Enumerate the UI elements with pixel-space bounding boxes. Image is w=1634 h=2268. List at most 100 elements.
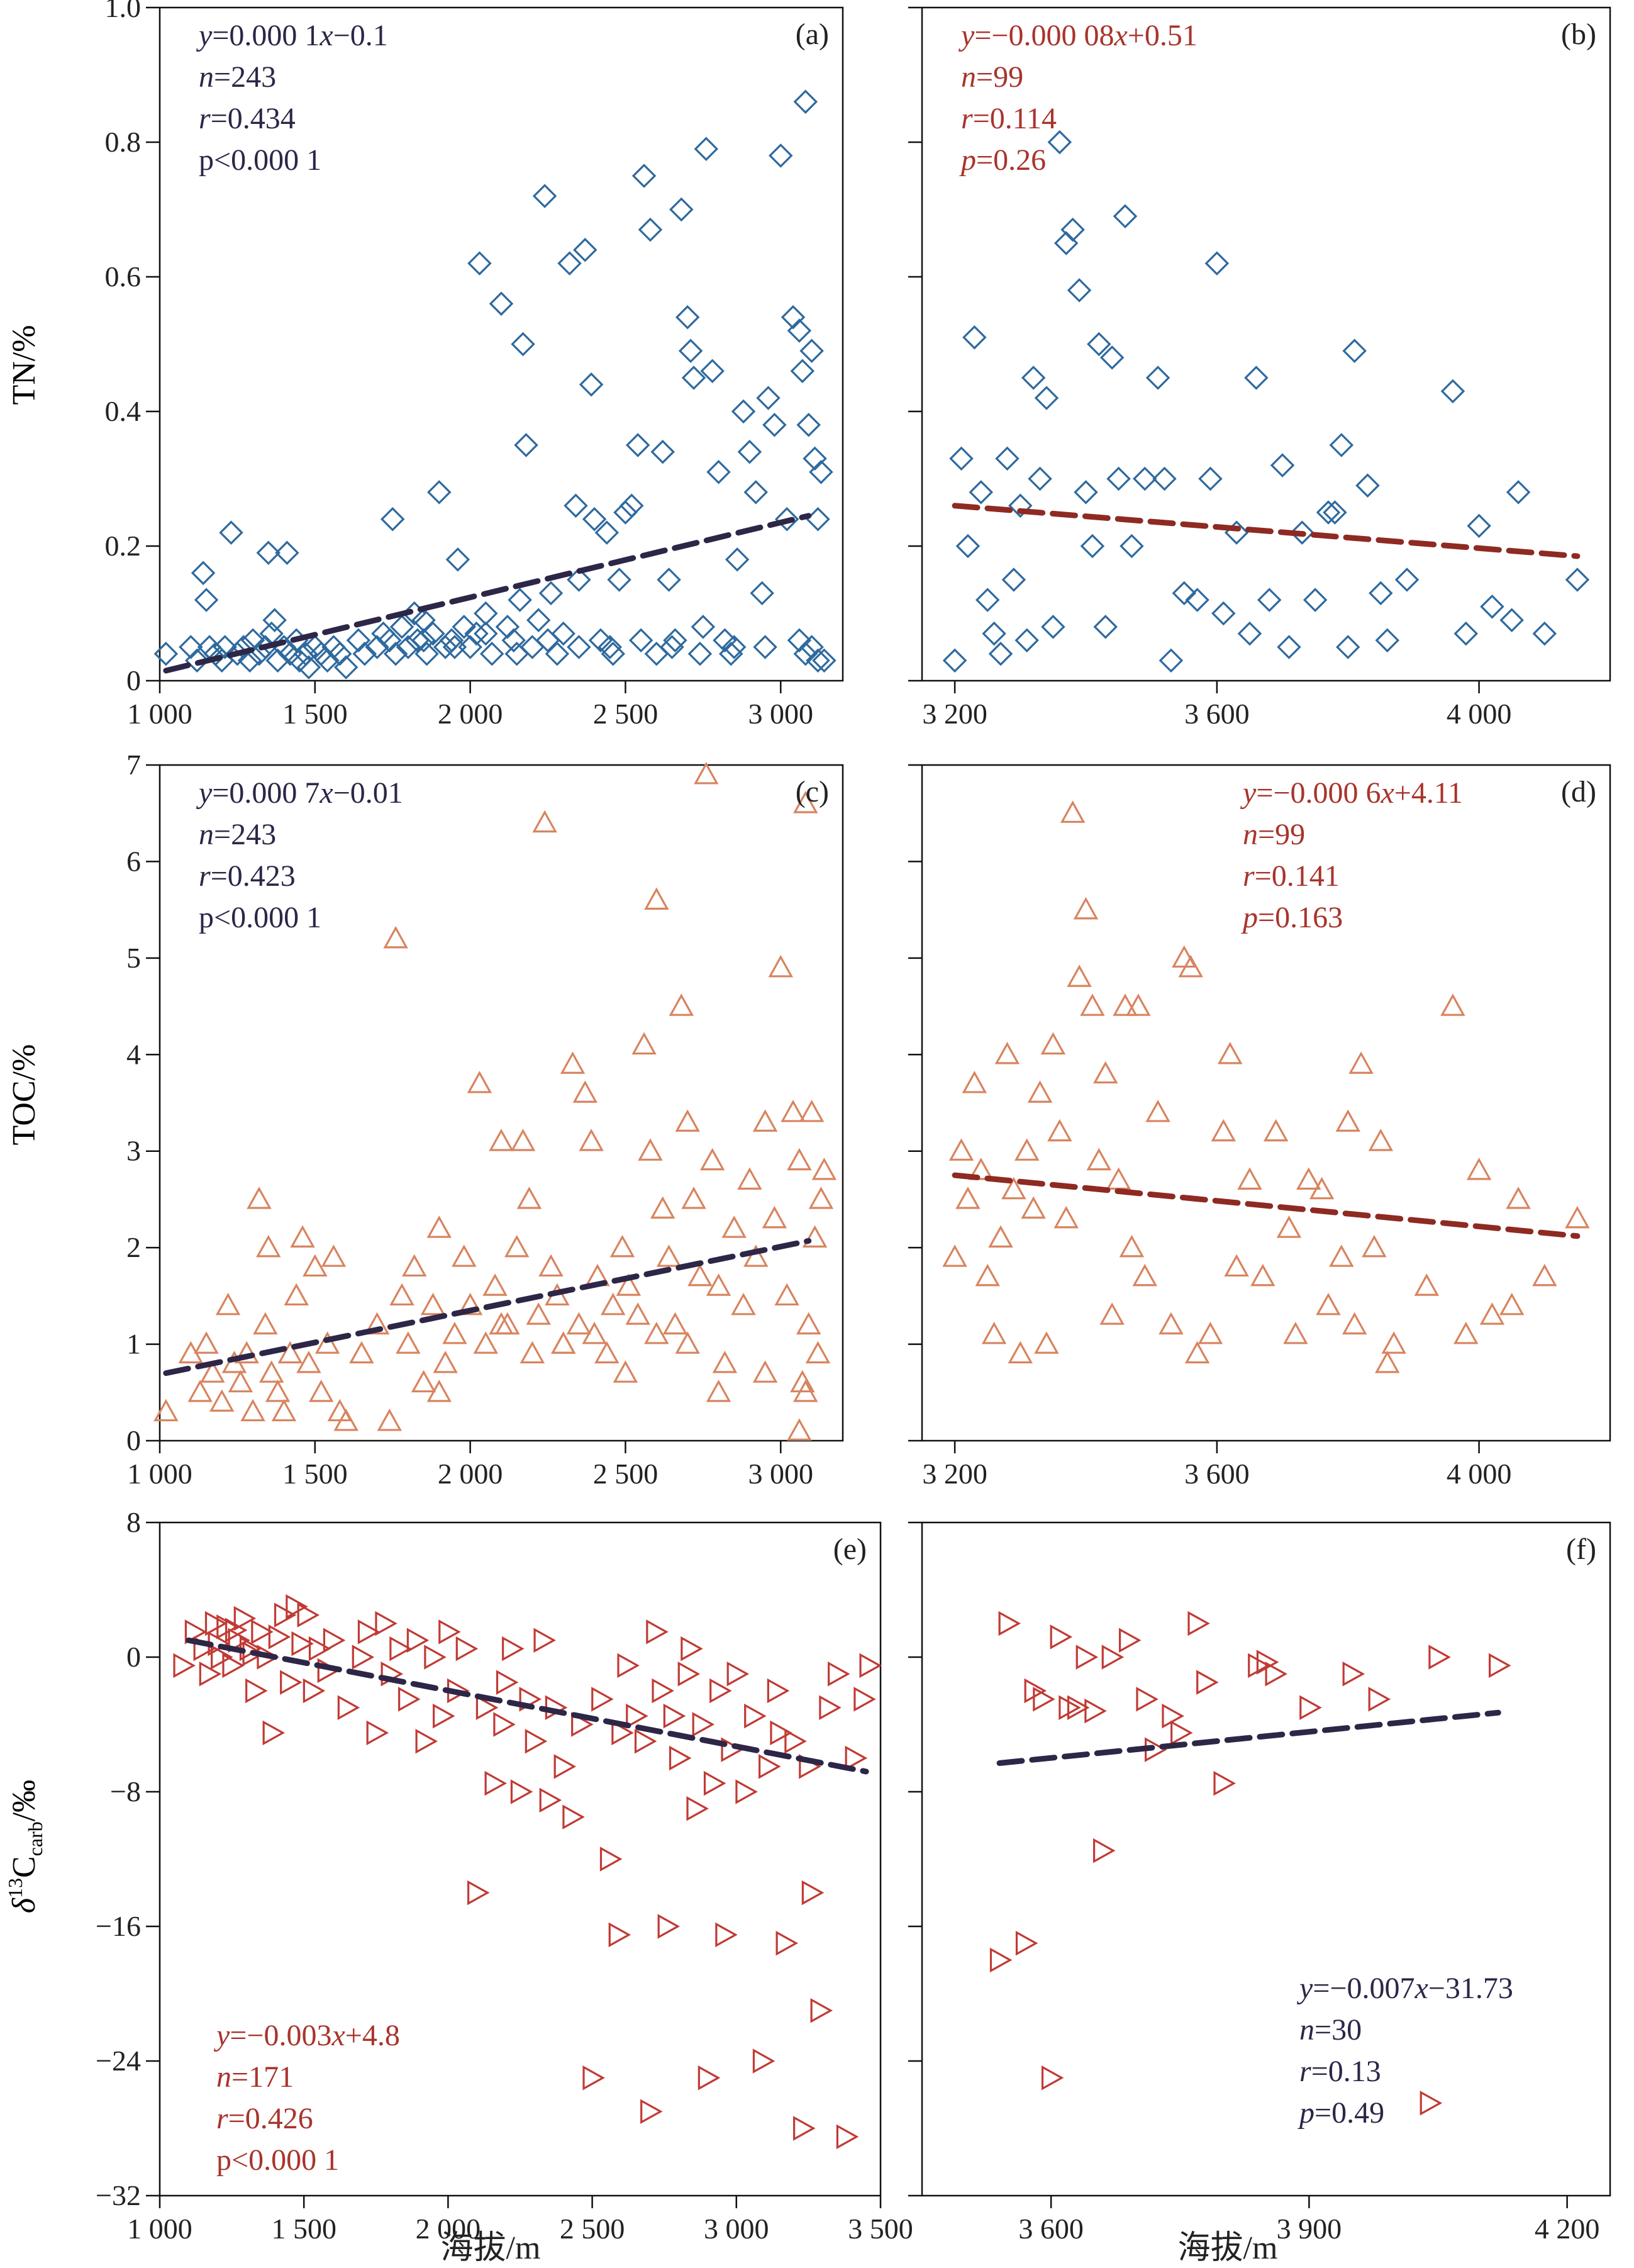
- data-point-83: [638, 217, 663, 242]
- data-point-100: [675, 1331, 700, 1354]
- data-point-104: [551, 1331, 576, 1354]
- y-axis-label-toc: TOC/%: [6, 1044, 42, 1146]
- data-point-0: [989, 1947, 1013, 1973]
- data-point-89: [845, 1745, 868, 1771]
- data-point-48: [533, 1628, 556, 1653]
- data-point-14: [1136, 1687, 1159, 1712]
- data-point-55: [566, 1312, 592, 1335]
- data-point-47: [1329, 433, 1354, 457]
- data-point-26: [1368, 1687, 1391, 1712]
- data-point-21: [275, 540, 299, 565]
- data-point-66: [669, 1745, 692, 1771]
- data-point-105: [769, 143, 793, 168]
- data-point-2: [955, 1187, 981, 1209]
- data-point-55: [1414, 1273, 1439, 1296]
- data-point-33: [1178, 954, 1203, 978]
- data-point-32: [1172, 945, 1197, 968]
- data-point-13: [1028, 466, 1052, 491]
- data-point-61: [511, 332, 535, 357]
- data-point-23: [1265, 1662, 1287, 1687]
- data-point-5: [975, 588, 1000, 612]
- data-point-23: [1093, 1061, 1118, 1084]
- data-point-89: [796, 1312, 821, 1335]
- data-point-59: [1506, 480, 1531, 505]
- panel-c: 0 1 2 3 4 5 6 7 1 000 1 500 2 000 2 500 3 000 (c) y=0.…: [126, 749, 844, 1490]
- data-point-79: [731, 1292, 756, 1316]
- data-point-19: [1067, 278, 1092, 303]
- y-tick-label-0: −32: [96, 2179, 141, 2211]
- data-point-35: [424, 1645, 447, 1670]
- data-point-45: [1309, 1176, 1335, 1200]
- data-point-76: [735, 1779, 758, 1804]
- data-point-49: [439, 628, 464, 653]
- data-point-7: [988, 1225, 1013, 1248]
- data-point-83: [793, 2116, 816, 2141]
- y-tick-label-1: −24: [96, 2045, 141, 2077]
- data-point-41: [467, 1071, 492, 1093]
- data-point-111: [796, 413, 821, 437]
- data-point-0: [173, 1653, 196, 1679]
- data-point-65: [532, 184, 557, 208]
- data-point-29: [375, 1611, 397, 1636]
- panel-label: (f): [1566, 1533, 1596, 1566]
- data-point-85: [810, 1998, 833, 2023]
- data-point-40: [457, 1292, 483, 1316]
- panel-f: 3 600 3 900 4 200 (f) y=−0.007x−31.73 n=30 r=0…: [908, 1521, 1611, 2245]
- x-tick-label-2: 4 000: [1447, 698, 1512, 730]
- data-point-52: [1375, 628, 1400, 653]
- data-point-35: [1198, 1321, 1223, 1344]
- data-point-66: [538, 581, 564, 606]
- data-point-60: [600, 1292, 626, 1316]
- data-point-101: [743, 480, 769, 505]
- data-point-131: [442, 635, 467, 659]
- annotation-line-2: r=0.426: [216, 2102, 313, 2135]
- data-point-55: [1453, 621, 1479, 646]
- data-point-23: [314, 1331, 340, 1354]
- data-point-42: [473, 1331, 499, 1354]
- data-point-6: [981, 1321, 1007, 1344]
- data-point-21: [1080, 533, 1105, 559]
- data-point-41: [475, 1695, 499, 1720]
- data-point-75: [588, 628, 613, 653]
- data-point-14: [1034, 386, 1059, 410]
- data-point-27: [357, 1619, 381, 1645]
- data-point-9: [1001, 1176, 1026, 1200]
- data-point-30: [383, 925, 408, 949]
- data-point-18: [1060, 800, 1086, 823]
- data-point-99: [706, 1379, 731, 1402]
- data-point-93: [808, 1187, 834, 1209]
- data-point-40: [1257, 588, 1282, 612]
- data-point-75: [726, 1662, 750, 1687]
- y-tick-label-0: 0: [126, 1424, 141, 1456]
- data-point-106: [774, 506, 799, 532]
- data-point-39: [383, 641, 408, 666]
- data-point-62: [514, 433, 538, 457]
- data-point-11: [1014, 1138, 1040, 1161]
- annotation-line-1: n=243: [199, 60, 276, 94]
- annotation-line-0: y=0.000 7x−0.01: [196, 776, 403, 810]
- data-point-36: [433, 1703, 455, 1729]
- data-point-96: [713, 628, 737, 653]
- data-point-22: [1256, 1650, 1279, 1675]
- y-tick-label-4: 4: [126, 1038, 141, 1070]
- data-point-3: [962, 325, 987, 350]
- data-point-8: [1067, 1695, 1090, 1720]
- data-point-85: [774, 1283, 799, 1306]
- data-point-91: [802, 1225, 828, 1248]
- data-point-27: [349, 1341, 374, 1364]
- data-point-95: [496, 1670, 519, 1695]
- data-point-50: [532, 810, 557, 833]
- data-point-38: [1224, 1254, 1249, 1277]
- data-point-25: [1342, 1662, 1365, 1687]
- data-point-93: [694, 137, 719, 161]
- annotation-line-3: p=0.163: [1241, 901, 1343, 934]
- data-point-108: [787, 318, 812, 343]
- x-tick-label-1: 3 600: [1184, 698, 1250, 730]
- data-point-17: [1170, 1720, 1193, 1746]
- y-label-sub: carb: [24, 1821, 47, 1856]
- data-point-57: [1453, 1321, 1479, 1344]
- data-point-107: [781, 304, 806, 330]
- data-point-48: [433, 635, 458, 659]
- data-point-52: [1368, 1129, 1394, 1151]
